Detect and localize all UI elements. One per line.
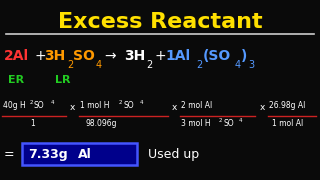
Text: Excess Reactant: Excess Reactant <box>58 12 262 32</box>
Text: Al: Al <box>78 148 92 161</box>
Bar <box>22 143 137 165</box>
Text: +: + <box>34 49 46 63</box>
Text: +: + <box>154 49 166 63</box>
Text: x: x <box>172 103 177 112</box>
Text: 1 mol Al: 1 mol Al <box>272 119 303 128</box>
Text: x: x <box>70 103 76 112</box>
Text: 26.98g Al: 26.98g Al <box>269 101 305 110</box>
Text: =: = <box>4 148 15 161</box>
Text: 3: 3 <box>248 60 254 70</box>
Text: 3H: 3H <box>124 49 145 63</box>
Text: ): ) <box>241 49 247 63</box>
Text: SO: SO <box>34 101 44 110</box>
Text: SO: SO <box>123 101 134 110</box>
Text: 3 mol H: 3 mol H <box>181 119 211 128</box>
Text: 2 mol Al: 2 mol Al <box>181 101 212 110</box>
Text: 2: 2 <box>119 100 123 105</box>
Text: 4: 4 <box>96 60 102 70</box>
Text: Used up: Used up <box>148 148 199 161</box>
Text: 2: 2 <box>146 60 152 70</box>
Text: ER: ER <box>8 75 24 85</box>
Text: x: x <box>260 103 265 112</box>
Text: 4: 4 <box>51 100 54 105</box>
Text: →: → <box>104 49 116 63</box>
Text: 3H: 3H <box>44 49 65 63</box>
Text: LR: LR <box>55 75 70 85</box>
Text: 1 mol H: 1 mol H <box>80 101 109 110</box>
Text: 2: 2 <box>67 60 73 70</box>
Text: SO: SO <box>73 49 95 63</box>
Text: 2Al: 2Al <box>4 49 29 63</box>
Text: 7.33g: 7.33g <box>28 148 68 161</box>
Text: 98.096g: 98.096g <box>85 119 116 128</box>
Text: 2: 2 <box>219 118 222 123</box>
Text: 4: 4 <box>239 118 243 123</box>
Text: SO: SO <box>223 119 234 128</box>
Text: 4: 4 <box>235 60 241 70</box>
Text: (SO: (SO <box>203 49 231 63</box>
Text: 2: 2 <box>30 100 34 105</box>
Text: 1Al: 1Al <box>165 49 190 63</box>
Text: 40g H: 40g H <box>3 101 26 110</box>
Text: 4: 4 <box>140 100 143 105</box>
Text: 2: 2 <box>196 60 202 70</box>
Text: 1: 1 <box>30 119 35 128</box>
